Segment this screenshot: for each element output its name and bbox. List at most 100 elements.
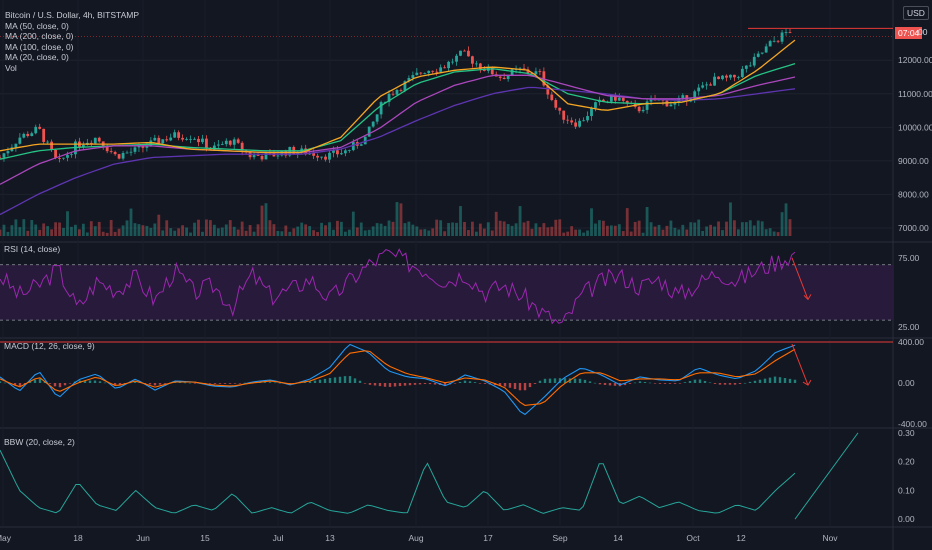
price-tick-label: 7000.00 <box>898 223 929 233</box>
volume-bar <box>649 222 653 236</box>
candle-body <box>621 97 625 101</box>
candle-body <box>296 152 300 155</box>
ma-line-2 <box>0 74 796 185</box>
candle-body <box>18 137 22 144</box>
time-tick-label: 13 <box>325 533 335 543</box>
candle-body <box>260 155 264 160</box>
candle-body <box>578 120 581 127</box>
volume-bar <box>625 208 629 236</box>
candle-body <box>169 137 173 141</box>
ma100-legend[interactable]: MA (100, close, 0) <box>5 41 74 52</box>
macd-histogram-bar <box>608 383 612 386</box>
macd-arrow-head <box>802 379 812 386</box>
ma50-legend[interactable]: MA (50, close, 0) <box>5 20 69 31</box>
vol-legend[interactable]: Vol <box>5 62 17 73</box>
candle-body <box>693 91 697 99</box>
macd-histogram-bar <box>583 379 587 383</box>
volume-bar <box>141 225 145 236</box>
volume-bar <box>764 229 768 236</box>
volume-bar <box>181 225 185 236</box>
volume-bar <box>633 221 637 236</box>
candle-body <box>534 71 538 75</box>
volume-bar <box>701 230 705 236</box>
ma20-legend[interactable]: MA (20, close, 0) <box>5 52 69 62</box>
volume-bar <box>486 222 490 236</box>
volume-bar <box>224 224 228 236</box>
volume-bar <box>471 221 474 236</box>
volume-bar <box>510 225 514 236</box>
candle-body <box>6 151 10 154</box>
macd-title[interactable]: MACD (12, 26, close, 9) <box>4 341 95 351</box>
candle-body <box>617 97 621 101</box>
volume-bars <box>0 202 792 236</box>
macd-histogram-bar <box>678 383 682 384</box>
candle-body <box>379 102 383 115</box>
volume-bar <box>165 220 169 236</box>
macd-histogram-bar <box>748 381 752 383</box>
macd-histogram-bar <box>268 382 272 383</box>
volume-bar <box>467 230 470 236</box>
macd-histogram-bar <box>638 381 642 383</box>
candle-body <box>399 90 403 91</box>
bbw-title[interactable]: BBW (20, close, 2) <box>4 437 75 447</box>
candle-body <box>145 146 149 148</box>
volume-bar <box>784 203 788 236</box>
macd-histogram-bar <box>368 383 372 385</box>
macd-histogram-bar <box>538 380 542 383</box>
volume-bar <box>220 227 224 236</box>
candle-body <box>736 76 740 78</box>
macd-histogram-bar <box>13 383 17 386</box>
macd-histogram-bar <box>543 378 547 383</box>
candle-body <box>383 101 387 103</box>
rsi-title[interactable]: RSI (14, close) <box>4 244 61 254</box>
candle-body <box>113 151 117 155</box>
candle-body <box>332 150 335 153</box>
volume-bar <box>602 220 605 236</box>
volume-bar <box>189 232 192 236</box>
macd-histogram-bar <box>508 383 512 388</box>
candle-body <box>50 141 54 150</box>
volume-bar <box>693 222 697 236</box>
volume-bar <box>498 220 502 236</box>
ma200-legend[interactable]: MA (200, close, 0) <box>5 31 74 41</box>
currency-badge[interactable]: USD <box>903 6 929 20</box>
candle-body <box>133 147 137 152</box>
candle-body <box>367 126 371 137</box>
candle-body <box>42 128 46 142</box>
candle-body <box>240 142 244 151</box>
symbol-title: Bitcoin / U.S. Dollar, 4h, BITSTAMP <box>5 10 139 20</box>
macd-histogram-bar <box>133 381 137 383</box>
volume-bar <box>264 203 268 236</box>
candle-body <box>725 75 728 78</box>
volume-bar <box>260 205 264 236</box>
candle-body <box>125 152 129 154</box>
volume-bar <box>113 231 117 236</box>
macd-histogram-bar <box>408 383 412 386</box>
candle-body <box>463 50 466 52</box>
candle-body <box>38 126 42 129</box>
volume-bar <box>197 219 200 236</box>
volume-bar <box>89 221 93 236</box>
volume-bar <box>423 229 427 236</box>
macd-histogram-bar <box>318 379 322 383</box>
volume-bar <box>598 220 601 236</box>
candle-body <box>316 155 319 158</box>
macd-histogram-bar <box>768 377 772 383</box>
volume-bar <box>66 211 69 236</box>
volume-bar <box>482 228 486 236</box>
candle-body <box>522 68 526 70</box>
candle-body <box>224 140 228 145</box>
volume-bar <box>613 225 617 236</box>
candle-body <box>772 40 776 42</box>
rsi-line <box>0 248 796 325</box>
candle-body <box>193 138 196 140</box>
volume-bar <box>729 202 732 236</box>
volume-bar <box>240 221 244 236</box>
macd-histogram-bar <box>58 383 62 388</box>
macd-histogram-bar <box>633 382 637 384</box>
volume-bar <box>744 222 748 236</box>
macd-histogram-bar <box>118 383 122 385</box>
macd-histogram-bar <box>673 383 677 384</box>
macd-histogram-bar <box>693 379 697 383</box>
